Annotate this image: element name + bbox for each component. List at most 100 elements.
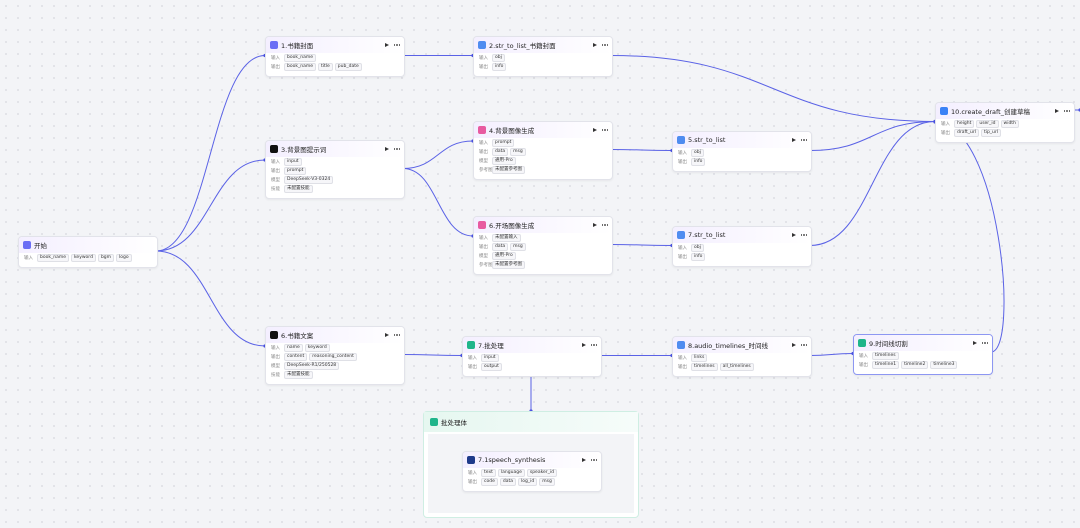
row-label: 输入: [271, 159, 280, 165]
node[interactable]: 7.批处理 输入 input 输出 output: [462, 336, 602, 377]
dot: [984, 342, 986, 344]
param-chip: input: [284, 157, 302, 166]
dot: [803, 344, 805, 346]
node-icon: [677, 136, 685, 144]
param-chip: keyword: [304, 343, 330, 352]
node[interactable]: 3.背景图提示词 输入 input 输出 prompt 模型 DeepSeek-V3-032…: [265, 140, 405, 199]
node-header: 9.时间线切割: [854, 335, 992, 351]
param-chip: speaker_id: [526, 468, 557, 477]
dot: [601, 44, 603, 46]
param-chip: output: [481, 362, 502, 371]
more-button[interactable]: [1063, 110, 1070, 112]
edge: [934, 121, 1005, 353]
node-title: 开始: [34, 242, 47, 250]
run-button[interactable]: [384, 147, 389, 151]
param-chip: draft_url: [954, 128, 979, 137]
node-title: 7.批处理: [478, 342, 504, 350]
run-button[interactable]: [384, 333, 389, 337]
run-button[interactable]: [581, 343, 586, 347]
param-chip: logo: [116, 253, 132, 262]
row-label: 输入: [479, 55, 488, 61]
param-row: 输出 timeline1 timeline2 timeline3: [854, 360, 992, 369]
param-chip: 未配置输入: [492, 233, 521, 242]
node[interactable]: 10.create_draft_创建草稿 输入 height user_id width…: [935, 102, 1075, 143]
run-button[interactable]: [1054, 109, 1059, 113]
run-button[interactable]: [791, 138, 796, 142]
param-chip: obj: [691, 243, 704, 252]
run-button[interactable]: [384, 43, 389, 47]
node[interactable]: 6.书籍文案 输入 name keyword 输出 content reasoning_co…: [265, 326, 405, 385]
run-button[interactable]: [791, 343, 796, 347]
run-button[interactable]: [592, 223, 597, 227]
node[interactable]: 8.audio_timelines_时间线 输入 links 输出 timelines a…: [672, 336, 812, 377]
row-label: 输出: [468, 479, 477, 485]
node[interactable]: 7.1speech_synthesis 输入 text language speaker…: [462, 451, 602, 492]
param-chip: pub_date: [334, 62, 362, 71]
param-chip: DeepSeek-V3-0324: [284, 175, 334, 184]
row-label: 输出: [468, 364, 477, 370]
node[interactable]: 5.str_to_list 输入 obj 输出 info: [672, 131, 812, 172]
param-chip: obj: [492, 53, 505, 62]
param-row: 输出 book_name title pub_date: [266, 62, 404, 71]
param-chip: tip_url: [980, 128, 1002, 137]
node-icon: [677, 231, 685, 239]
param-chip: input: [481, 353, 499, 362]
node-title: 10.create_draft_创建草稿: [951, 108, 1030, 116]
param-row: 输出 info: [673, 252, 811, 261]
node-icon: [677, 341, 685, 349]
more-button[interactable]: [601, 44, 608, 46]
edge: [155, 159, 266, 252]
more-button[interactable]: [590, 344, 597, 346]
edge: [610, 244, 673, 246]
run-button[interactable]: [592, 43, 597, 47]
row-label: 输出: [271, 168, 280, 174]
node[interactable]: 9.时间线切割 输入 timelines 输出 timeline1 timeline2 ti…: [853, 334, 993, 375]
dot: [398, 44, 400, 46]
more-button[interactable]: [393, 334, 400, 336]
node-icon: [478, 126, 486, 134]
more-button[interactable]: [981, 342, 988, 344]
param-chip: title: [317, 62, 333, 71]
more-button[interactable]: [800, 344, 807, 346]
dot: [393, 148, 395, 150]
param-row: 参考图 未配置参考图: [474, 260, 612, 269]
param-chip: info: [492, 62, 507, 71]
row-label: 模型: [479, 158, 488, 164]
node-header: 5.str_to_list: [673, 132, 811, 148]
run-button[interactable]: [791, 233, 796, 237]
node[interactable]: 6.开场图像生成 输入 未配置输入 输出 data msg 模型 通用-Pro 参考图 未配置参考…: [473, 216, 613, 275]
param-row: 模型 DeepSeek-V3-0324: [266, 175, 404, 184]
param-row: 输入 text language speaker_id: [463, 468, 601, 477]
more-button[interactable]: [393, 44, 400, 46]
more-button[interactable]: [601, 224, 608, 226]
group-title: 批处理体: [441, 419, 467, 427]
param-row: 参考图 未配置参考图: [474, 165, 612, 174]
param-chip: reasoning_content: [309, 352, 357, 361]
row-label: 输入: [479, 235, 488, 241]
node-header: 6.书籍文案: [266, 327, 404, 343]
node[interactable]: 7.str_to_list 输入 obj 输出 info: [672, 226, 812, 267]
more-button[interactable]: [590, 459, 597, 461]
more-button[interactable]: [393, 148, 400, 150]
node-title: 9.时间线切割: [869, 340, 908, 348]
dot: [396, 148, 398, 150]
node[interactable]: 开始 输入 book_name keyword bgm logo: [18, 236, 158, 268]
node-title: 1.书籍封面: [281, 42, 314, 50]
dot: [396, 44, 398, 46]
run-button[interactable]: [592, 128, 597, 132]
node-icon: [467, 456, 475, 464]
more-button[interactable]: [601, 129, 608, 131]
row-label: 输入: [678, 245, 687, 251]
run-button[interactable]: [581, 458, 586, 462]
dot: [805, 344, 807, 346]
row-label: 输出: [678, 159, 687, 165]
dot: [606, 129, 608, 131]
node[interactable]: 4.背景图像生成 输入 prompt 输出 data msg 模型 通用-Pro 参考图 未配置参…: [473, 121, 613, 180]
more-button[interactable]: [800, 234, 807, 236]
node[interactable]: 2.str_to_list_书籍封面 输入 obj 输出 info: [473, 36, 613, 77]
run-button[interactable]: [972, 341, 977, 345]
node[interactable]: 1.书籍封面 输入 book_name 输出 book_name title pub_dat…: [265, 36, 405, 77]
node-header: 2.str_to_list_书籍封面: [474, 37, 612, 53]
more-button[interactable]: [800, 139, 807, 141]
edge: [402, 168, 474, 237]
